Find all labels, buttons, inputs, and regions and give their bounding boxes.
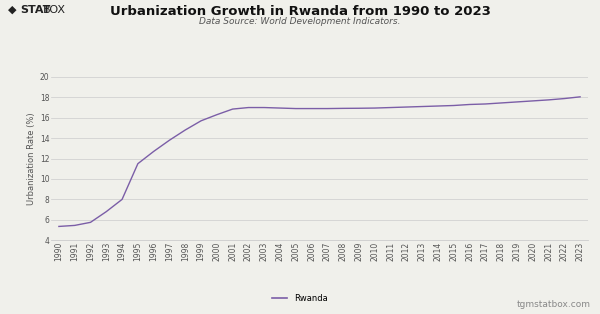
Text: STAT: STAT [20,5,50,15]
Text: Data Source: World Development Indicators.: Data Source: World Development Indicator… [199,17,401,26]
Text: tgmstatbox.com: tgmstatbox.com [517,300,591,309]
Text: Urbanization Growth in Rwanda from 1990 to 2023: Urbanization Growth in Rwanda from 1990 … [110,5,490,18]
Legend: Rwanda: Rwanda [269,291,331,307]
Text: BOX: BOX [43,5,66,15]
Y-axis label: Urbanization Rate (%): Urbanization Rate (%) [27,112,36,205]
Text: ◆: ◆ [8,5,16,15]
